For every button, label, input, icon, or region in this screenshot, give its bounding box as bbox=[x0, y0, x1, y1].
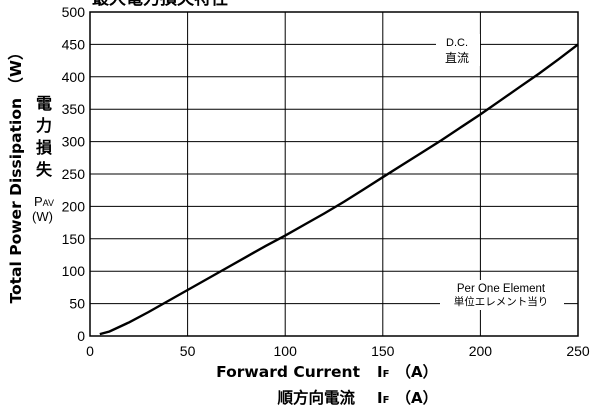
note-bg bbox=[440, 280, 564, 310]
annotation-dc: D.C. bbox=[446, 37, 468, 49]
y-subscript: AV bbox=[43, 198, 54, 208]
annotation-dc-jp: 直流 bbox=[445, 51, 469, 65]
x-axis-symbol: IF bbox=[377, 363, 389, 381]
y-axis-unit: (W) bbox=[32, 209, 53, 224]
annotation-bg-dc bbox=[436, 34, 480, 66]
x-tick-label: 200 bbox=[469, 343, 493, 359]
x-axis-unit-jp: （A） bbox=[396, 389, 438, 407]
note-jp: 単位エレメント当り bbox=[454, 295, 549, 308]
x-symbol: I bbox=[377, 363, 383, 381]
y-tick-label: 500 bbox=[62, 4, 86, 20]
y-tick-label: 400 bbox=[62, 69, 86, 85]
x-tick-label: 150 bbox=[371, 343, 395, 359]
y-tick-label: 50 bbox=[69, 296, 85, 312]
y-tick-label: 250 bbox=[62, 166, 86, 182]
y-axis-label-jp-3: 失 bbox=[36, 160, 53, 179]
x-axis-label: Forward Current bbox=[216, 363, 360, 381]
y-tick-label: 150 bbox=[62, 231, 86, 247]
x-tick-label: 250 bbox=[566, 343, 590, 359]
y-tick-labels: 0 50 100 150 200 250 300 350 400 450 500 bbox=[62, 4, 86, 344]
y-tick-label: 450 bbox=[62, 36, 86, 52]
y-symbol: P bbox=[34, 194, 43, 209]
y-tick-label: 0 bbox=[77, 328, 85, 344]
x-symbol-jp: I bbox=[377, 389, 383, 407]
x-subscript: F bbox=[383, 369, 390, 380]
chart-title: 最大電力損失特性 bbox=[92, 0, 228, 9]
x-tick-label: 100 bbox=[274, 343, 298, 359]
y-tick-label: 100 bbox=[62, 263, 86, 279]
x-tick-labels: 0 50 100 150 200 250 bbox=[86, 343, 590, 359]
x-axis-symbol-jp: IF bbox=[377, 389, 389, 407]
y-tick-label: 200 bbox=[62, 198, 86, 214]
x-tick-label: 50 bbox=[180, 343, 196, 359]
y-tick-label: 350 bbox=[62, 101, 86, 117]
note-en: Per One Element bbox=[457, 283, 546, 295]
x-subscript-jp: F bbox=[383, 395, 390, 406]
y-axis-label-jp-0: 電 bbox=[36, 94, 52, 113]
series-line-dc bbox=[99, 43, 579, 336]
y-axis-symbol: PAV bbox=[34, 194, 54, 209]
plot-frame bbox=[89, 11, 579, 337]
y-axis-label: Total Power Dissipation （W） bbox=[7, 44, 25, 303]
x-axis-label-jp: 順方向電流 bbox=[276, 388, 355, 407]
y-tick-label: 300 bbox=[62, 134, 86, 150]
x-axis-unit: （A） bbox=[396, 363, 438, 381]
y-axis-label-jp-1: 力 bbox=[36, 116, 52, 135]
y-axis-label-jp-2: 損 bbox=[36, 138, 53, 157]
x-tick-label: 0 bbox=[86, 343, 94, 359]
